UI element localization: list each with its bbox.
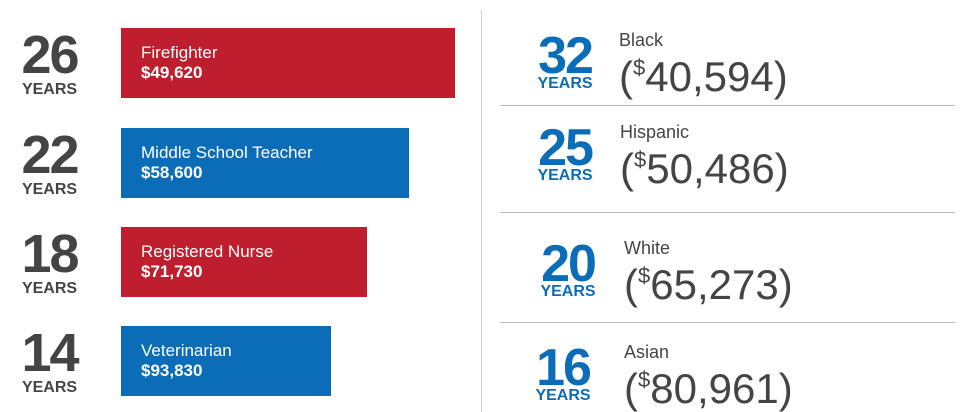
years-number: 32 bbox=[538, 27, 594, 85]
years-number: 14 bbox=[21, 323, 79, 383]
years-unit: YEARS bbox=[535, 387, 591, 404]
occupation-salary: $49,620 bbox=[141, 63, 203, 82]
group-name: Asian bbox=[624, 342, 670, 362]
occupation-title: Middle School Teacher bbox=[141, 143, 313, 162]
paren: ) bbox=[778, 365, 793, 412]
salary-bar: Veterinarian $93,830 bbox=[121, 326, 331, 396]
paren: ( bbox=[620, 145, 634, 192]
paren: ( bbox=[624, 261, 638, 308]
paren: ( bbox=[619, 53, 633, 100]
group-salary: ($80,961) bbox=[624, 368, 793, 410]
occupation-salary: $71,730 bbox=[141, 262, 203, 281]
group-name: White bbox=[624, 238, 671, 258]
occupation-title: Firefighter bbox=[141, 43, 218, 62]
years-unit: YEARS bbox=[537, 75, 593, 92]
salary-bar: Middle School Teacher $58,600 bbox=[121, 128, 409, 198]
paren: ) bbox=[778, 261, 793, 308]
amount: 80,961 bbox=[650, 365, 779, 412]
group-name: Black bbox=[619, 30, 664, 50]
currency: $ bbox=[633, 55, 646, 80]
group-name: Hispanic bbox=[620, 122, 690, 142]
years-number: 22 bbox=[21, 125, 79, 185]
currency: $ bbox=[638, 263, 651, 288]
occupation-title: Veterinarian bbox=[141, 341, 232, 360]
group-salary: ($65,273) bbox=[624, 264, 793, 306]
occupation-salary: $58,600 bbox=[141, 163, 203, 182]
paren: ) bbox=[774, 145, 789, 192]
divider bbox=[481, 10, 482, 412]
paren: ( bbox=[624, 365, 638, 412]
separator bbox=[500, 322, 955, 323]
paren: ) bbox=[773, 53, 788, 100]
years-number: 20 bbox=[541, 235, 597, 293]
group-salary: ($50,486) bbox=[620, 148, 789, 190]
years-unit: YEARS bbox=[540, 283, 596, 300]
amount: 40,594 bbox=[645, 53, 774, 100]
group-salary: ($40,594) bbox=[619, 56, 788, 98]
currency: $ bbox=[638, 367, 651, 392]
separator bbox=[500, 105, 955, 106]
amount: 65,273 bbox=[650, 261, 779, 308]
years-unit: YEARS bbox=[21, 181, 78, 198]
years-unit: YEARS bbox=[21, 280, 78, 297]
years-number: 16 bbox=[536, 339, 592, 397]
years-number: 25 bbox=[538, 119, 594, 177]
salary-bar: Registered Nurse $71,730 bbox=[121, 227, 367, 297]
years-unit: YEARS bbox=[537, 167, 593, 184]
occupation-title: Registered Nurse bbox=[141, 242, 274, 261]
salary-bar: Firefighter $49,620 bbox=[121, 28, 455, 98]
years-unit: YEARS bbox=[21, 81, 78, 98]
separator bbox=[500, 212, 955, 213]
amount: 50,486 bbox=[646, 145, 775, 192]
occupation-salary: $93,830 bbox=[141, 361, 203, 380]
years-number: 18 bbox=[21, 224, 79, 284]
currency: $ bbox=[634, 147, 647, 172]
years-unit: YEARS bbox=[21, 379, 78, 396]
years-number: 26 bbox=[21, 25, 79, 85]
